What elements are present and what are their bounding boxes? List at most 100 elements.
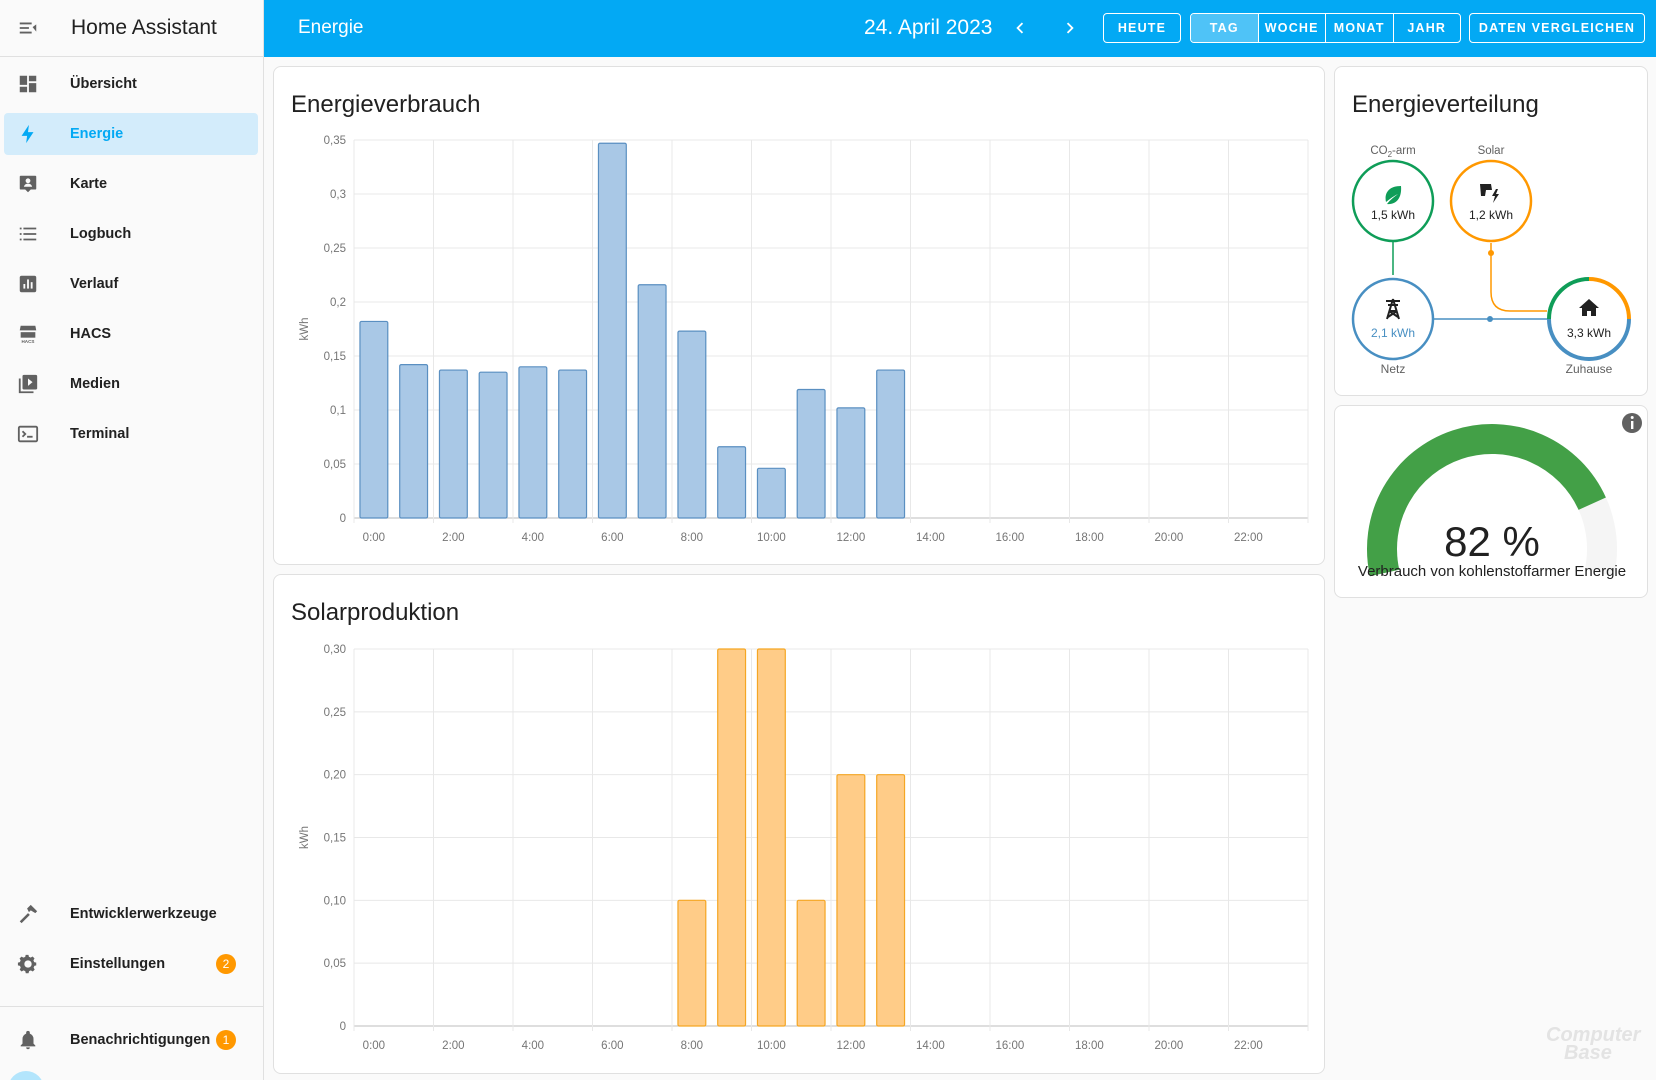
consumption-ytick-label: 0,25 — [324, 243, 346, 255]
solar-xtick-label: 20:00 — [1154, 1040, 1183, 1052]
consumption-xtick-label: 14:00 — [916, 532, 945, 544]
consumption-bar[interactable] — [359, 320, 389, 519]
consumption-ytick-label: 0,1 — [330, 405, 346, 417]
sidebar-item-label: Einstellungen — [70, 956, 166, 972]
consumption-xtick-label: 12:00 — [836, 532, 865, 544]
solar-xtick-label: 22:00 — [1234, 1040, 1263, 1052]
info-icon[interactable] — [1622, 413, 1642, 433]
period-tag-button[interactable]: TAG — [1191, 14, 1259, 42]
solar-xtick-label: 18:00 — [1075, 1040, 1104, 1052]
consumption-bar[interactable] — [717, 446, 747, 519]
consumption-bar[interactable] — [597, 142, 627, 519]
solar-ytick-label: 0,25 — [324, 707, 346, 719]
solar-chart: 0 0,05 0,10 0,15 0,20 0,25 0,30 0:00 2:00 4:00 6:0… — [299, 644, 1309, 1052]
date-label: 24. April 2023 — [864, 16, 993, 39]
sidebar-item-label: Verlauf — [70, 276, 119, 292]
energy-distribution-card: Energieverteilung CO2-arm 1,5 kWh Solar … — [1334, 66, 1648, 396]
sidebar-item-label: Übersicht — [70, 76, 137, 92]
solar-flow-dot — [1488, 250, 1494, 256]
home-label: Zuhause — [1566, 362, 1613, 376]
consumption-ytick-label: 0 — [340, 513, 346, 525]
solar-ytick-label: 0,30 — [324, 644, 346, 656]
hammer-icon — [6, 893, 50, 935]
menu-toggle-button[interactable] — [0, 0, 56, 57]
consumption-bar[interactable] — [677, 330, 707, 519]
solar-production-card: Solarproduktion 0 0,05 0,10 0,15 0,20 0,25 0,3… — [273, 574, 1325, 1074]
chevron-left-icon — [1016, 22, 1024, 34]
consumption-bar[interactable] — [518, 366, 548, 519]
solar-bar[interactable] — [796, 899, 826, 1027]
solar-bar[interactable] — [717, 648, 747, 1027]
sidebar-item-label: Logbuch — [70, 226, 132, 242]
period-jahr-button[interactable]: JAHR — [1407, 21, 1447, 35]
solar-xtick-label: 10:00 — [757, 1040, 786, 1052]
menu-open-icon — [19, 22, 37, 34]
sidebar-divider — [0, 1006, 264, 1007]
notification-badge: 1 — [216, 1030, 236, 1050]
period-monat-button[interactable]: MONAT — [1326, 14, 1394, 42]
sidebar-item-medien[interactable]: Medien — [4, 363, 258, 405]
grid-label: Netz — [1381, 362, 1406, 376]
solar-bar[interactable] — [836, 774, 866, 1027]
sidebar-item-terminal[interactable]: Terminal — [4, 413, 258, 455]
period-woche-button[interactable]: WOCHE — [1259, 14, 1326, 42]
next-period-button[interactable] — [1056, 14, 1084, 42]
sidebar-item-logbuch[interactable]: Logbuch — [4, 213, 258, 255]
home-grid-ring — [1547, 318, 1631, 362]
solar-bar[interactable] — [756, 648, 786, 1027]
watermark: Computer Base — [1546, 1024, 1641, 1064]
consumption-bar[interactable] — [558, 369, 588, 519]
solar-bar[interactable] — [876, 774, 906, 1027]
low-carbon-gauge-card: 82 % Verbrauch von kohlenstoffarmer Ener… — [1334, 405, 1648, 598]
solar-bar[interactable] — [677, 899, 707, 1027]
grid-flow-dot — [1487, 316, 1493, 322]
compare-data-button[interactable]: DATEN VERGLEICHEN — [1469, 13, 1645, 43]
solar-circle[interactable] — [1449, 159, 1533, 243]
map-account-icon — [6, 163, 50, 205]
previous-period-button[interactable] — [1006, 14, 1034, 42]
consumption-bar[interactable] — [438, 369, 468, 519]
consumption-bar[interactable] — [876, 369, 906, 519]
sidebar-item-einstellungen[interactable]: Einstellungen 2 — [4, 943, 258, 985]
consumption-bar[interactable] — [637, 284, 667, 519]
period-selector: TAG WOCHE MONAT JAHR — [1190, 13, 1461, 43]
avatar[interactable] — [8, 1071, 44, 1080]
solar-xtick-label: 0:00 — [363, 1040, 385, 1052]
app-title: Home Assistant — [71, 16, 217, 39]
consumption-bar[interactable] — [478, 371, 508, 519]
home-solar-ring — [1588, 277, 1631, 320]
sidebar-item-hacs[interactable]: HACS HACS — [4, 313, 258, 355]
grid-circle[interactable] — [1351, 277, 1435, 361]
solar-ytick-label: 0,15 — [324, 833, 346, 845]
gauge-fill — [1367, 424, 1606, 577]
sidebar-item-label: Benachrichtigungen — [70, 1032, 211, 1048]
low-carbon-label: CO2-arm — [1370, 145, 1415, 159]
solar-xtick-label: 12:00 — [836, 1040, 865, 1052]
consumption-ytick-label: 0,05 — [324, 459, 346, 471]
sidebar-item-karte[interactable]: Karte — [4, 163, 258, 205]
consumption-xtick-label: 20:00 — [1154, 532, 1183, 544]
sidebar-item-verlauf[interactable]: Verlauf — [4, 263, 258, 305]
sidebar-item-energie[interactable]: Energie — [4, 113, 258, 155]
sidebar-item-benachrichtigungen[interactable]: Benachrichtigungen 1 — [4, 1019, 258, 1061]
sidebar-item-übersicht[interactable]: Übersicht — [4, 63, 258, 105]
today-button[interactable]: HEUTE — [1103, 13, 1181, 43]
consumption-ytick-label: 0,15 — [324, 351, 346, 363]
gear-icon — [6, 943, 50, 985]
consumption-bar[interactable] — [756, 467, 786, 519]
sidebar-item-label: Terminal — [70, 426, 130, 442]
consumption-bar[interactable] — [399, 364, 429, 519]
gauge-value: 82 % — [1444, 518, 1540, 565]
distribution-title: Energieverteilung — [1352, 91, 1539, 118]
consumption-bar[interactable] — [836, 407, 866, 519]
chevron-right-icon — [1066, 22, 1074, 34]
home-value: 3,3 kWh — [1567, 326, 1611, 340]
sidebar-item-entwicklerwerkzeuge[interactable]: Entwicklerwerkzeuge — [4, 893, 258, 935]
solar-xtick-label: 14:00 — [916, 1040, 945, 1052]
solar-xtick-label: 2:00 — [442, 1040, 464, 1052]
sidebar-item-label: Medien — [70, 376, 120, 392]
gauge-label: Verbrauch von kohlenstoffarmer Energie — [1358, 563, 1626, 580]
solar-to-home-line — [1490, 243, 1547, 312]
consumption-bar[interactable] — [796, 388, 826, 519]
consumption-xtick-label: 8:00 — [681, 532, 703, 544]
